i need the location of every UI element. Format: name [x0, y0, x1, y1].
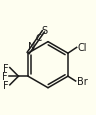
- Text: F: F: [2, 72, 8, 82]
- Text: N: N: [28, 42, 35, 52]
- Text: F: F: [3, 63, 9, 73]
- Text: S: S: [41, 26, 48, 36]
- Text: Br: Br: [77, 76, 87, 86]
- Text: Cl: Cl: [78, 43, 87, 53]
- Text: C: C: [35, 34, 42, 43]
- Text: F: F: [3, 80, 9, 90]
